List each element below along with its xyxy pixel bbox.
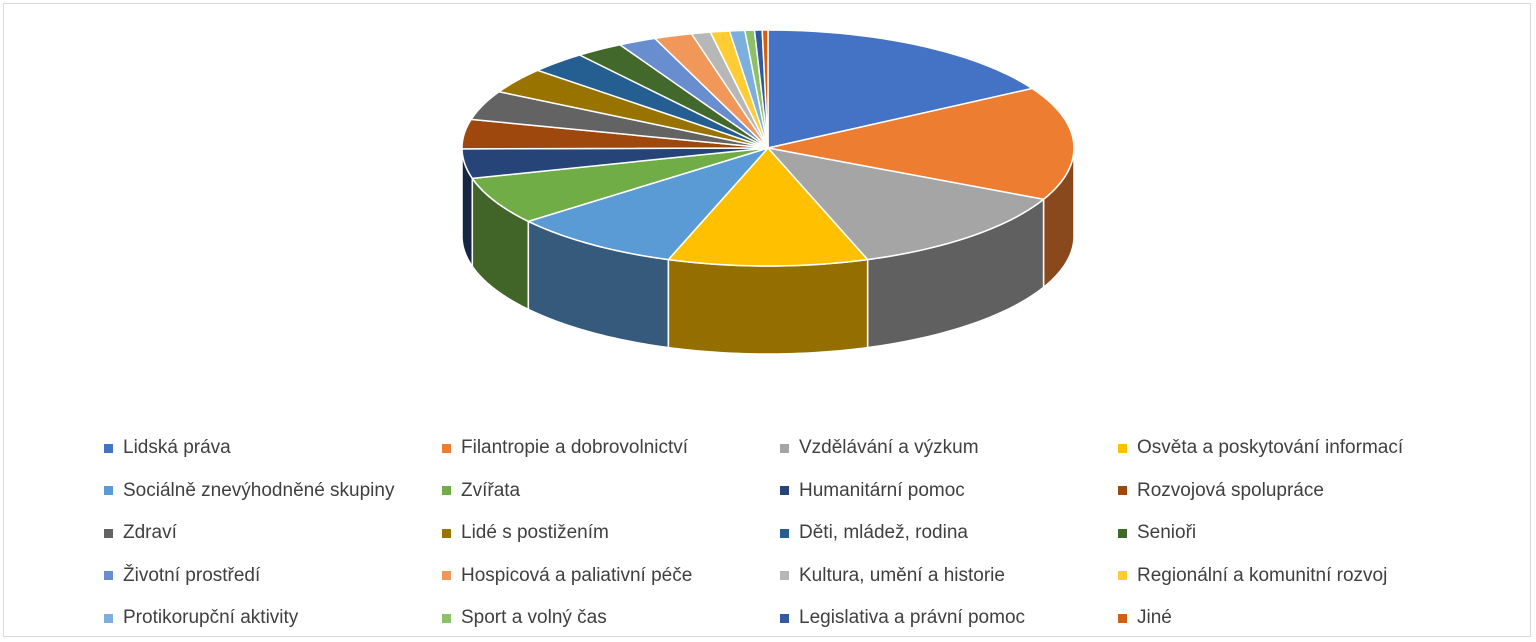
pie-chart	[461, 29, 1075, 355]
legend-label: Sport a volný čas	[461, 607, 607, 629]
legend-entry: Lidská práva	[104, 437, 442, 459]
legend-label: Sociálně znevýhodněné skupiny	[123, 479, 395, 501]
legend-swatch	[104, 571, 113, 581]
pie-slice	[667, 147, 869, 267]
pie-slice	[761, 29, 769, 149]
legend-swatch	[780, 528, 789, 538]
legend-entry: Protikorupční aktivity	[104, 607, 442, 629]
legend-label: Vzdělávání a výzkum	[799, 437, 979, 459]
legend-entry: Děti, mládež, rodina	[780, 522, 1118, 544]
legend-label: Humanitární pomoc	[799, 479, 965, 501]
legend-label: Zdraví	[123, 522, 177, 544]
legend-label: Rozvojová spolupráce	[1137, 479, 1324, 501]
legend-label: Kultura, umění a historie	[799, 564, 1005, 586]
legend-label: Zvířata	[461, 479, 521, 501]
legend-entry: Lidé s postižením	[442, 522, 780, 544]
legend-entry: Regionální a komunitní rozvoj	[1118, 565, 1504, 587]
pie-slice	[578, 43, 769, 149]
legend-label: Děti, mládež, rodina	[799, 522, 968, 544]
legend-label: Regionální a komunitní rozvoj	[1137, 564, 1388, 586]
pie-slice-side	[667, 258, 869, 355]
pie-sides	[461, 147, 1075, 355]
legend-entry: Humanitární pomoc	[780, 480, 1118, 502]
chart-area: Lidská práva Filantropie a dobrovolnictví…	[3, 3, 1531, 637]
pie-slice	[461, 147, 769, 180]
legend-entry: Senioři	[1118, 522, 1504, 544]
pie-slice	[461, 118, 769, 150]
legend-swatch	[442, 486, 451, 496]
legend-entry: Jiné	[1118, 607, 1504, 629]
legend-swatch	[780, 613, 789, 623]
legend-swatch	[104, 528, 113, 538]
legend-label: Protikorupční aktivity	[123, 607, 299, 629]
pie-slice	[498, 69, 769, 149]
legend-swatch	[780, 486, 789, 496]
pie-slice	[767, 29, 1033, 149]
legend-entry: Kultura, umění a historie	[780, 565, 1118, 587]
legend-entry: Legislativa a právní pomoc	[780, 607, 1118, 629]
legend-swatch	[442, 571, 451, 581]
legend-entry: Zdraví	[104, 522, 442, 544]
legend-entry: Zvířata	[442, 480, 780, 502]
legend-swatch	[104, 613, 113, 623]
legend-swatch	[1118, 443, 1127, 453]
legend-label: Jiné	[1137, 607, 1172, 629]
legend-swatch	[104, 486, 113, 496]
pie-slices	[461, 29, 1075, 267]
pie-slice	[527, 147, 769, 261]
pie-slice	[470, 90, 769, 149]
legend-swatch	[1118, 571, 1127, 581]
legend-label: Hospicová a paliativní péče	[461, 564, 693, 586]
pie-slice	[536, 54, 769, 149]
pie-slice	[767, 87, 1075, 201]
legend-label: Osvěta a poskytování informací	[1137, 437, 1404, 459]
legend-entry: Filantropie a dobrovolnictví	[442, 437, 780, 459]
legend-label: Legislativa a právní pomoc	[799, 607, 1026, 629]
legend-label: Lidská práva	[123, 437, 231, 459]
legend-label: Senioři	[1137, 522, 1197, 544]
legend-swatch	[780, 571, 789, 581]
legend-entry: Sociálně znevýhodněné skupiny	[104, 480, 442, 502]
pie-slice	[471, 147, 769, 223]
legend-entry: Vzdělávání a výzkum	[780, 437, 1118, 459]
pie-slice	[767, 147, 1045, 261]
legend-swatch	[104, 443, 113, 453]
legend-entry: Sport a volný čas	[442, 607, 780, 629]
legend-entry: Osvěta a poskytování informací	[1118, 437, 1504, 459]
legend-swatch	[442, 528, 451, 538]
legend-swatch	[442, 443, 451, 453]
legend-swatch	[780, 443, 789, 453]
legend-entry: Životní prostředí	[104, 565, 442, 587]
legend-label: Lidé s postižením	[461, 522, 609, 544]
legend-label: Filantropie a dobrovolnictví	[461, 437, 689, 459]
legend-swatch	[442, 613, 451, 623]
legend-swatch	[1118, 486, 1127, 496]
legend-entry: Hospicová a paliativní péče	[442, 565, 780, 587]
legend-swatch	[1118, 528, 1127, 538]
legend-entry: Rozvojová spolupráce	[1118, 480, 1504, 502]
legend: Lidská práva Filantropie a dobrovolnictví…	[104, 427, 1504, 640]
legend-swatch	[1118, 613, 1127, 623]
legend-label: Životní prostředí	[123, 564, 261, 586]
